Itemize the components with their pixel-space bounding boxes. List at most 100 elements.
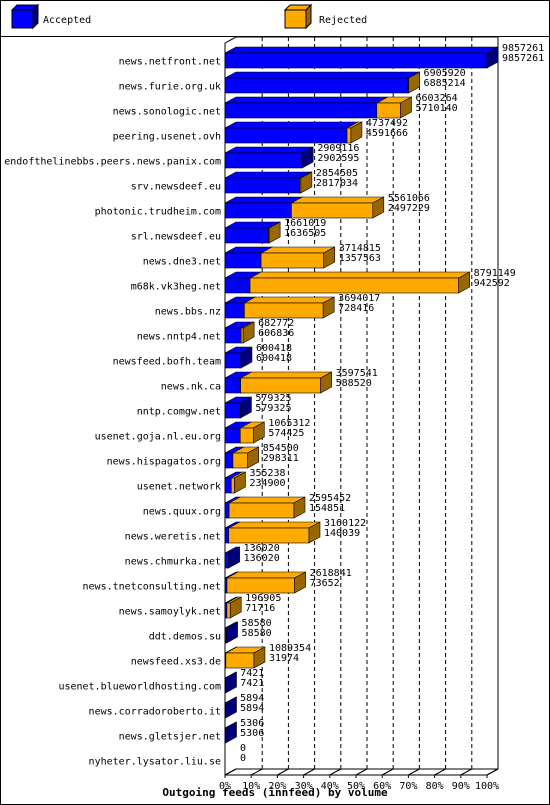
- category-label: nntp.comgw.net: [137, 407, 221, 418]
- accepted-bar-side: [486, 46, 499, 69]
- rejected-bar-top: [291, 196, 384, 204]
- accepted-bar: [224, 77, 409, 94]
- floor-gridline: [460, 768, 473, 776]
- legend-accepted-label: Accepted: [43, 15, 91, 26]
- floor-gridline: [486, 768, 499, 776]
- rejected-bar-top: [249, 271, 470, 279]
- category-label: usenet.network: [137, 482, 221, 493]
- rejected-bar-side: [253, 646, 266, 669]
- rejected-bar: [249, 277, 459, 294]
- accepted-bar-side: [225, 721, 237, 744]
- rejected-bar: [228, 527, 310, 544]
- rejected-bar-side: [268, 221, 281, 244]
- rejected-bar-side: [242, 321, 255, 344]
- floor-gridline: [224, 768, 237, 776]
- accepted-bar-top: [224, 121, 359, 129]
- rejected-bar-side: [300, 171, 313, 194]
- category-label: photonic.trudheim.com: [95, 207, 221, 218]
- offered-value: 1661019: [284, 218, 326, 229]
- accepted-bar: [224, 402, 241, 419]
- category-label: news.weretis.net: [125, 532, 221, 543]
- accepted-value: 140039: [324, 528, 360, 539]
- plot-area: 0% 10% 20% 30% 40% 50% 60% 70% 80% 90% 100% news.ne…: [4, 36, 544, 792]
- category-label: news.furie.org.uk: [119, 82, 221, 93]
- accepted-bar: [224, 152, 303, 169]
- offered-value: 600418: [256, 343, 292, 354]
- accepted-value: 588520: [336, 378, 372, 389]
- rejected-bar: [228, 502, 295, 519]
- accepted-value: 7421: [240, 678, 264, 689]
- category-label: news.gletsjer.net: [119, 732, 221, 743]
- rejected-bar: [226, 577, 295, 594]
- accepted-bar-top: [224, 46, 499, 54]
- accepted-bar: [224, 177, 301, 194]
- category-label: nyheter.lysator.liu.se: [89, 757, 221, 768]
- offered-value: 854500: [263, 443, 299, 454]
- offered-value: 5561066: [388, 193, 430, 204]
- accepted-bar-top: [224, 196, 303, 204]
- accepted-value: 728416: [338, 303, 374, 314]
- x-tick-label: 30%: [295, 781, 313, 792]
- rejected-bar: [225, 652, 255, 669]
- accepted-bar: [224, 227, 269, 244]
- accepted-value: 5306: [240, 728, 264, 739]
- accepted-bar: [224, 277, 251, 294]
- accepted-bar-side: [228, 546, 240, 569]
- rejected-bar: [260, 252, 325, 269]
- accepted-value: 1636505: [284, 228, 326, 239]
- accepted-value: 136020: [244, 553, 280, 564]
- category-label: peering.usenet.ovh: [113, 132, 221, 143]
- accepted-bar-top: [224, 146, 314, 154]
- rejected-bar: [230, 477, 235, 494]
- offered-value: 6905920: [424, 68, 466, 79]
- rejected-bar-side: [458, 271, 470, 294]
- rejected-bar-side: [293, 496, 306, 519]
- x-tick-label: 20%: [268, 781, 286, 792]
- category-label: srv.newsdeef.eu: [131, 182, 221, 193]
- category-label: usenet.blueworldhosting.com: [58, 682, 221, 693]
- category-label: news.netfront.net: [119, 57, 221, 68]
- category-label: news.corradoroberto.it: [89, 707, 221, 718]
- offered-value: 196905: [245, 593, 281, 604]
- rejected-bar-top: [244, 296, 335, 304]
- rejected-bar-side: [320, 371, 332, 394]
- rejected-bar-side: [308, 521, 321, 544]
- offered-value: 1089354: [269, 643, 311, 654]
- x-tick-label: 10%: [242, 781, 260, 792]
- offered-value: 1065312: [268, 418, 310, 429]
- offered-value: 9857261: [502, 43, 544, 54]
- category-label: endofthelinebbs.peers.news.panix.com: [4, 157, 221, 168]
- accepted-value: 574425: [268, 428, 304, 439]
- rejected-bar-side: [408, 71, 420, 94]
- accepted-bar-side: [225, 696, 237, 719]
- accepted-value: 58580: [242, 628, 272, 639]
- accepted-value: 2497229: [388, 203, 430, 214]
- x-tick-label: 70%: [399, 781, 417, 792]
- floor-gridline: [381, 768, 394, 776]
- accepted-bar: [224, 352, 242, 369]
- category-label: news.sonologic.net: [113, 107, 221, 118]
- rejected-bar: [239, 427, 254, 444]
- floor-gridline: [277, 768, 289, 776]
- offered-value: 4737492: [366, 118, 408, 129]
- x-tick-label: 50%: [347, 781, 365, 792]
- offered-value: 7421: [240, 668, 264, 679]
- accepted-value: 2902595: [317, 153, 359, 164]
- rejected-bar: [376, 102, 401, 119]
- rejected-bar-top: [228, 496, 306, 504]
- rejected-bar: [244, 302, 324, 319]
- accepted-bar-side: [225, 671, 237, 694]
- rejected-bar: [240, 327, 244, 344]
- accepted-value: 4591666: [366, 128, 408, 139]
- offered-value: 3714815: [339, 243, 381, 254]
- rejected-bar-side: [350, 121, 363, 144]
- offered-value: 3694017: [338, 293, 380, 304]
- rejected-bar: [291, 202, 374, 219]
- rejected-bar-side: [400, 96, 412, 119]
- offered-value: 8791149: [474, 268, 516, 279]
- floor-gridline: [408, 768, 420, 776]
- category-label: m68k.vk3heg.net: [131, 282, 221, 293]
- category-label: news.bbs.nz: [155, 307, 221, 318]
- rejected-bar-side: [247, 446, 260, 469]
- accepted-bar-side: [240, 396, 252, 419]
